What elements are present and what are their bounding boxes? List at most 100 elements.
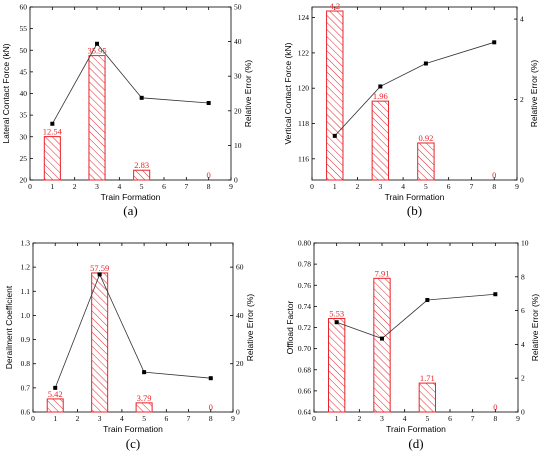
series-point (53, 385, 58, 390)
bar (328, 318, 346, 413)
series-point (332, 133, 337, 138)
series-point (206, 101, 211, 106)
bar-value-label: 0 (493, 402, 497, 412)
y-tick-label: 0.74 (298, 302, 311, 311)
x-tick-label: 5 (424, 182, 428, 191)
bar (373, 277, 391, 413)
y2-tick-label: 6 (521, 306, 525, 315)
x-tick-label: 2 (76, 414, 80, 423)
series-line (54, 273, 211, 389)
bar-value-label: 4.2 (329, 1, 340, 11)
bar (133, 169, 151, 181)
y-tick-label: 0.8 (21, 359, 31, 368)
x-tick-label: 7 (470, 182, 474, 191)
bar-value-label: 12.54 (43, 127, 63, 137)
bar (88, 55, 106, 181)
series-point (139, 95, 144, 100)
chart-panel-1: 0 1 2 3 4 5 6 7 8 920253035404550556001020304050T… (1, 3, 253, 219)
x-tick-label: 7 (187, 414, 191, 423)
x-tick-label: 4 (403, 414, 407, 423)
x-tick-label: 9 (229, 182, 233, 191)
y-tick-label: 40 (20, 89, 28, 98)
y-tick-label: 0.9 (21, 335, 31, 344)
panel-label: (c) (126, 436, 140, 451)
y-tick-label: 124 (298, 13, 310, 22)
x-axis-label: Train Formation (385, 192, 445, 202)
chart-panel-3: 0 1 2 3 4 5 6 7 8 9 0.6 0.7 0.8 0.9 1.0 1.1 1.2 1.3 0 20 40 6… (4, 239, 255, 452)
y-tick-label: 60 (20, 3, 28, 12)
x-tick-label: 8 (209, 414, 213, 423)
bar (43, 136, 61, 181)
plot-frame (311, 6, 518, 181)
y2-tick-label: 4 (521, 340, 525, 349)
bar-value-label: 1.96 (373, 91, 388, 101)
x-tick-label: 5 (142, 414, 146, 423)
x-tick-label: 3 (378, 182, 382, 191)
bar-value-label: 7.91 (375, 268, 390, 278)
y-axis-label: Offload Factor (285, 300, 295, 354)
y-tick-label: 1.2 (21, 263, 31, 272)
x-axis-label: Train Formation (386, 424, 446, 434)
bar-value-label: 0 (209, 402, 213, 412)
y2-tick-label: 40 (234, 37, 242, 46)
x-tick-label: 7 (471, 414, 475, 423)
y-tick-label: 30 (20, 132, 28, 141)
panel-label: (a) (123, 203, 137, 218)
series-point (142, 370, 147, 375)
bar-value-label: 0.92 (418, 133, 433, 143)
y-tick-label: 1.0 (21, 311, 31, 320)
y2-tick-label: 40 (236, 311, 244, 320)
x-tick-label: 3 (98, 414, 102, 423)
x-tick-label: 1 (50, 182, 54, 191)
x-tick-label: 0 (312, 414, 316, 423)
x-tick-label: 3 (380, 414, 384, 423)
x-tick-label: 3 (95, 182, 99, 191)
x-tick-label: 8 (493, 414, 497, 423)
series-point (425, 298, 430, 303)
series-point (493, 292, 498, 297)
bar (418, 382, 436, 413)
bar-value-label: 35.95 (87, 46, 106, 56)
bar-value-label: 5.42 (48, 389, 63, 399)
plot-frame (32, 242, 234, 413)
y-tick-label: 0.68 (298, 365, 311, 374)
y-tick-label: 0.66 (298, 386, 311, 395)
x-axis-label: Train Formation (103, 424, 163, 434)
y2-tick-label: 60 (236, 263, 244, 272)
y-tick-label: 50 (20, 46, 28, 55)
x-tick-label: 6 (162, 182, 166, 191)
series-point (50, 121, 55, 126)
x-tick-label: 2 (356, 182, 360, 191)
y-tick-label: 35 (20, 111, 28, 120)
y-tick-label: 0.78 (298, 260, 311, 269)
x-tick-label: 9 (516, 414, 520, 423)
y-tick-label: 1.3 (21, 239, 31, 248)
x-tick-label: 0 (31, 414, 35, 423)
y2-axis-label: Relative Error (%) (530, 294, 540, 362)
y-tick-label: 55 (20, 24, 28, 33)
series-point (380, 336, 384, 341)
bar-value-label: 5.53 (329, 309, 344, 319)
x-tick-label: 8 (492, 182, 496, 191)
y-tick-label: 0.7 (21, 383, 31, 392)
y2-tick-label: 50 (234, 3, 242, 12)
y2-tick-label: 20 (234, 106, 242, 115)
series-point (95, 41, 99, 46)
bar-value-label: 57.59 (90, 263, 109, 273)
x-tick-label: 1 (53, 414, 57, 423)
x-tick-label: 4 (117, 182, 121, 191)
y2-tick-label: 0 (521, 408, 525, 417)
y-tick-label: 25 (20, 154, 28, 163)
bar (135, 402, 153, 413)
x-tick-label: 6 (448, 414, 452, 423)
x-tick-label: 9 (231, 414, 235, 423)
bar (417, 142, 435, 181)
panel-label: (d) (408, 436, 423, 451)
series-point (378, 84, 383, 89)
series-point (492, 40, 497, 45)
series-point (208, 376, 213, 381)
panel-label: (b) (407, 203, 422, 218)
x-tick-label: 6 (164, 414, 168, 423)
